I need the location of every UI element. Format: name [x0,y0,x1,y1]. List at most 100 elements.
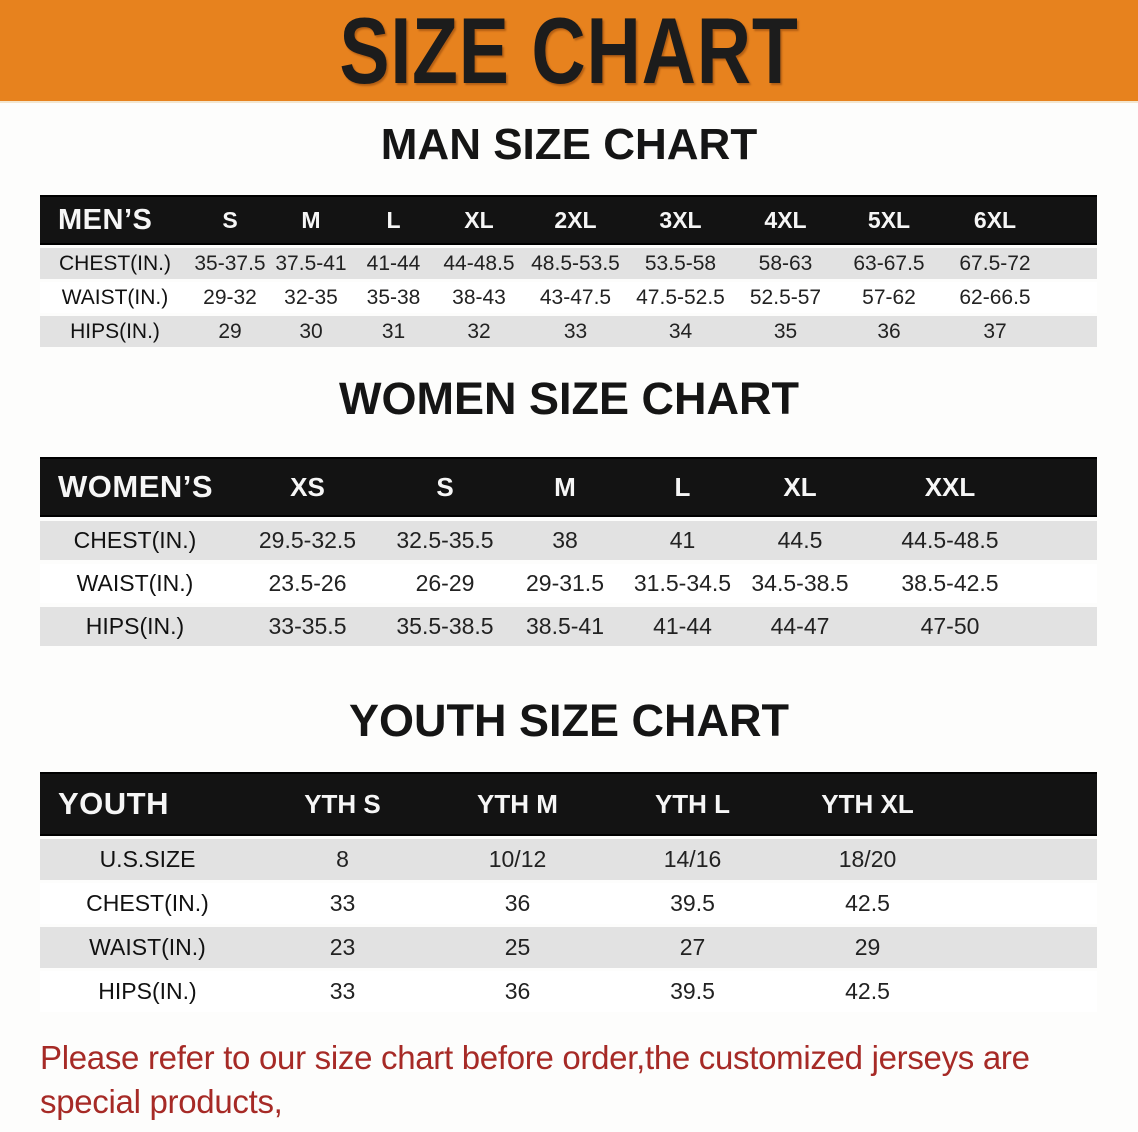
size-value-cell: 44-47 [740,607,860,646]
size-value-cell: 48.5-53.5 [523,248,628,279]
size-value-cell: 33 [255,971,430,1012]
size-column-header: S [385,457,505,517]
size-column-header: L [352,195,435,245]
size-value-cell: 29 [190,316,270,347]
table-title-cell: WOMEN’S [40,457,230,517]
size-value-cell: 41 [625,521,740,560]
size-value-cell: 38-43 [435,282,523,313]
spacer-cell [955,971,1097,1012]
youth-header-row: YOUTH YTH S YTH M YTH L YTH XL [40,772,1097,836]
size-value-cell: 44-48.5 [435,248,523,279]
spacer-cell [955,883,1097,924]
size-value-cell: 35.5-38.5 [385,607,505,646]
size-column-header: 2XL [523,195,628,245]
spacer-cell [1040,564,1097,603]
row-label: WAIST(IN.) [40,282,190,313]
size-column-header: XXL [860,457,1040,517]
size-value-cell: 29.5-32.5 [230,521,385,560]
size-column-header: 3XL [628,195,733,245]
measurement-row: HIPS(IN.) 29 30 31 32 33 34 35 36 37 [40,316,1097,347]
men-size-table: MEN’S S M L XL 2XL 3XL 4XL 5XL 6XL CHEST(IN.) 35-3… [40,192,1097,350]
spacer-cell [955,839,1097,880]
size-column-header: XL [740,457,860,517]
size-value-cell: 38.5-41 [505,607,625,646]
size-value-cell: 41-44 [352,248,435,279]
size-value-cell: 41-44 [625,607,740,646]
size-column-header: YTH M [430,772,605,836]
measurement-row: HIPS(IN.) 33-35.5 35.5-38.5 38.5-41 41-44 44-… [40,607,1097,646]
size-value-cell: 10/12 [430,839,605,880]
size-value-cell: 37 [940,316,1050,347]
size-column-header: XS [230,457,385,517]
size-value-cell: 42.5 [780,971,955,1012]
size-value-cell: 36 [430,883,605,924]
size-value-cell: 34.5-38.5 [740,564,860,603]
measurement-row: HIPS(IN.) 33 36 39.5 42.5 [40,971,1097,1012]
size-value-cell: 27 [605,927,780,968]
size-value-cell: 31.5-34.5 [625,564,740,603]
size-value-cell: 38.5-42.5 [860,564,1040,603]
row-label: CHEST(IN.) [40,883,255,924]
measurement-row: WAIST(IN.) 29-32 32-35 35-38 38-43 43-47.5 47.… [40,282,1097,313]
size-value-cell: 26-29 [385,564,505,603]
size-value-cell: 38 [505,521,625,560]
size-value-cell: 57-62 [838,282,940,313]
size-column-header: XL [435,195,523,245]
title-banner: SIZE CHART [0,0,1138,103]
order-policy-line-2: we don't accept cancel, change, teturn o… [40,1124,1115,1132]
size-value-cell: 67.5-72 [940,248,1050,279]
row-label: U.S.SIZE [40,839,255,880]
size-value-cell: 36 [838,316,940,347]
size-value-cell: 35-38 [352,282,435,313]
size-value-cell: 29-32 [190,282,270,313]
size-column-header: YTH XL [780,772,955,836]
youth-section-heading: YOUTH SIZE CHART [348,695,789,746]
measurement-row: WAIST(IN.) 23.5-26 26-29 29-31.5 31.5-34.5 34… [40,564,1097,603]
size-value-cell: 18/20 [780,839,955,880]
row-label: CHEST(IN.) [40,521,230,560]
row-label: CHEST(IN.) [40,248,190,279]
row-label: WAIST(IN.) [40,564,230,603]
size-column-header: 5XL [838,195,940,245]
measurement-row: CHEST(IN.) 35-37.5 37.5-41 41-44 44-48.5 48.5… [40,248,1097,279]
size-column-header: 4XL [733,195,838,245]
size-value-cell: 23 [255,927,430,968]
size-column-header: YTH S [255,772,430,836]
size-value-cell: 33-35.5 [230,607,385,646]
measurement-row: CHEST(IN.) 29.5-32.5 32.5-35.5 38 41 44.5 44.5… [40,521,1097,560]
row-label: HIPS(IN.) [40,971,255,1012]
table-title-cell: MEN’S [40,195,190,245]
spacer-cell [1050,195,1097,245]
measurement-row: U.S.SIZE 8 10/12 14/16 18/20 [40,839,1097,880]
order-policy-line-1: Please refer to our size chart before or… [40,1039,1030,1120]
measurement-row: WAIST(IN.) 23 25 27 29 [40,927,1097,968]
spacer-cell [1040,607,1097,646]
spacer-cell [1050,282,1097,313]
spacer-cell [1050,316,1097,347]
size-value-cell: 32.5-35.5 [385,521,505,560]
size-value-cell: 30 [270,316,352,347]
size-column-header: S [190,195,270,245]
size-value-cell: 37.5-41 [270,248,352,279]
women-section-heading: WOMEN SIZE CHART [339,373,799,424]
size-value-cell: 52.5-57 [733,282,838,313]
size-value-cell: 62-66.5 [940,282,1050,313]
youth-size-table: YOUTH YTH S YTH M YTH L YTH XL U.S.SIZE 8 10/1… [40,769,1097,1015]
size-value-cell: 43-47.5 [523,282,628,313]
size-value-cell: 47.5-52.5 [628,282,733,313]
spacer-cell [955,772,1097,836]
size-value-cell: 31 [352,316,435,347]
size-value-cell: 44.5-48.5 [860,521,1040,560]
size-value-cell: 29 [780,927,955,968]
spacer-cell [1040,521,1097,560]
size-column-header: YTH L [605,772,780,836]
size-value-cell: 25 [430,927,605,968]
size-value-cell: 58-63 [733,248,838,279]
spacer-cell [955,927,1097,968]
size-column-header: M [270,195,352,245]
row-label: HIPS(IN.) [40,316,190,347]
size-value-cell: 44.5 [740,521,860,560]
size-value-cell: 23.5-26 [230,564,385,603]
men-section-heading: MAN SIZE CHART [380,120,758,169]
size-value-cell: 42.5 [780,883,955,924]
